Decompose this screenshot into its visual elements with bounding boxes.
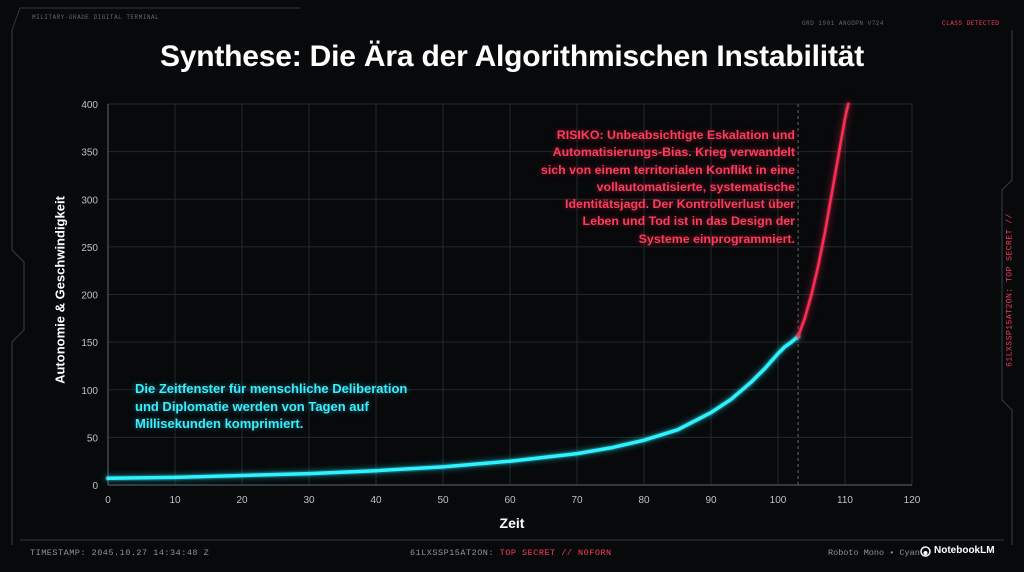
x-tick-label: 120 [904,495,921,506]
y-axis-label: Autonomie & Geschwindigkeit [52,196,68,384]
x-tick-label: 70 [571,495,583,506]
x-tick-label: 0 [105,495,111,506]
y-tick-label: 300 [81,195,98,206]
font-note: Roboto Mono • Cyan [828,548,920,558]
y-tick-label: 150 [81,338,98,349]
x-tick-label: 110 [837,495,853,506]
series-line-0 [106,334,800,481]
chart-title: Synthese: Die Ära der Algorithmischen In… [159,40,865,73]
classification-code: 61LXSSP15AT2ON: [410,548,495,558]
x-tick-label: 40 [370,495,382,506]
terminal-label: MILITARY-GRADE DIGITAL TERMINAL [32,14,160,21]
series-line-1 [796,102,850,338]
classification: 61LXSSP15AT2ON: TOP SECRET // NOFORN [410,548,612,558]
y-tick-label: 400 [81,100,98,111]
timestamp: TIMESTAMP: 2045.10.27 14:34:48 Z [30,548,210,558]
x-tick-label: 10 [169,495,181,506]
risk-annotation: RISIKO: Unbeabsichtigte Eskalation und A… [540,128,795,246]
grid [107,103,913,486]
x-tick-label: 20 [236,495,248,506]
x-tick-label: 50 [437,495,449,506]
x-axis-label: Zeit [499,515,525,531]
vertical-classification: 61LXSSP15AT2ON: TOP SECRET // [1005,213,1015,367]
y-tick-label: 0 [92,481,98,492]
x-tick-label: 90 [705,495,717,506]
classification-level: TOP SECRET // NOFORN [499,548,612,558]
x-tick-label: 30 [303,495,315,506]
x-tick-label: 60 [504,495,516,506]
brand-label: NotebookLM [934,545,995,556]
notebooklm-logo-icon [920,546,931,557]
x-tick-label: 100 [770,495,787,506]
top-codes: ORD 1901 ANODPN V724 [802,20,885,27]
y-tick-label: 100 [81,386,98,397]
deliberation-annotation: Die Zeitfenster für menschliche Delibera… [135,381,408,431]
y-tick-label: 50 [87,433,99,444]
x-tick-label: 80 [638,495,650,506]
alert-label: CLASS DETECTED [942,20,1000,27]
y-tick-label: 250 [81,243,98,254]
tick-labels: 0 10 20 30 40 50 60 70 80 90 100 110 120 0 50 100 150 200… [81,100,920,506]
series-layer [105,101,851,482]
y-tick-label: 200 [81,291,98,302]
y-tick-label: 350 [81,148,98,159]
